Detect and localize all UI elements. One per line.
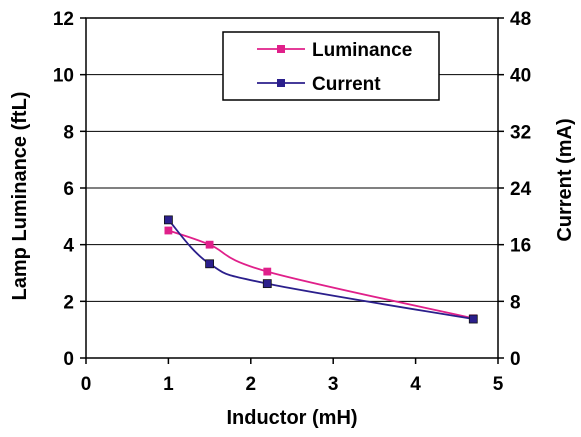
- grid-lines: [86, 74, 498, 302]
- legend-entry-1: Current: [312, 74, 381, 95]
- y-tick-label-4: 8: [63, 122, 74, 143]
- series-group: [163, 215, 478, 324]
- y-tick-label-3: 6: [63, 179, 74, 200]
- x-tick-label-0: 0: [81, 374, 92, 395]
- series-line-luminance: [168, 229, 474, 320]
- y-tick-label-2: 4: [63, 236, 74, 257]
- y2-tick-label-0: 0: [510, 349, 521, 370]
- y-tick-label-0: 0: [63, 349, 74, 370]
- y-tick-label-1: 2: [63, 292, 74, 313]
- data-point-current-2: [262, 279, 272, 289]
- legend-box: [222, 31, 440, 101]
- legend: Luminance Current: [222, 31, 440, 101]
- data-point-luminance-2: [263, 267, 272, 276]
- x-tick-label-2: 2: [246, 374, 257, 395]
- x-axis-title: Inductor (mH): [226, 407, 357, 429]
- x-tick-label-3: 3: [328, 374, 339, 395]
- y-axis-title: Lamp Luminance (ftL): [9, 92, 31, 301]
- y-tick-label-5: 10: [53, 66, 74, 87]
- data-point-current-3: [468, 314, 478, 324]
- series-current: [163, 215, 478, 324]
- y2-tick-label-3: 24: [510, 179, 532, 200]
- data-point-current-0: [163, 215, 173, 225]
- y2-tick-label-1: 8: [510, 292, 521, 313]
- x-tick-label-4: 4: [410, 374, 421, 395]
- y2-tick-label-4: 32: [510, 122, 531, 143]
- x-tick-label-5: 5: [493, 374, 504, 395]
- y2-tick-label-2: 16: [510, 236, 531, 257]
- y2-axis-title: Current (mA): [554, 118, 576, 241]
- y2-tick-label-5: 40: [510, 66, 531, 87]
- series-line-current: [167, 219, 474, 320]
- legend-swatch-marker-0: [277, 45, 285, 53]
- legend-swatch-marker-1: [277, 79, 285, 87]
- legend-entry-0: Luminance: [312, 40, 412, 61]
- x-tick-label-1: 1: [163, 374, 174, 395]
- data-point-luminance-1: [205, 240, 214, 249]
- data-point-current-1: [205, 259, 215, 269]
- y2-tick-label-6: 48: [510, 9, 531, 30]
- y-tick-label-6: 12: [53, 9, 74, 30]
- data-point-luminance-0: [164, 226, 173, 235]
